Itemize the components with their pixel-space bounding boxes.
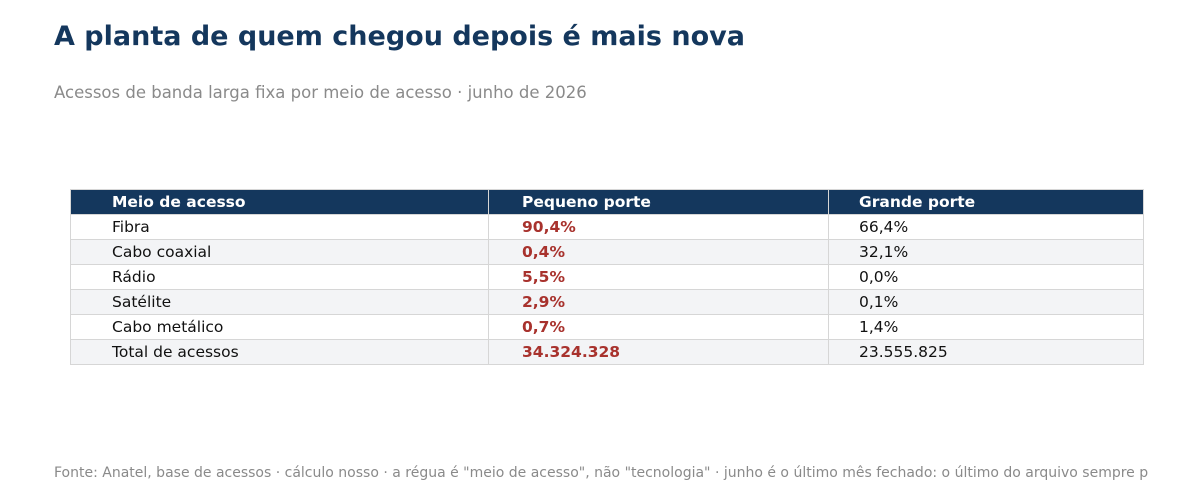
cell-pequeno-porte: 90,4% (488, 214, 829, 240)
cell-meio: Cabo coaxial (70, 239, 489, 265)
cell-pequeno-porte: 0,4% (488, 239, 829, 265)
source-note: Fonte: Anatel, base de acessos · cálculo… (54, 465, 1149, 481)
table-row: Rádio 5,5% 0,0% (70, 264, 1144, 290)
cell-grande-porte: 1,4% (828, 314, 1144, 340)
access-table-container: Meio de acesso Pequeno porte Grande port… (70, 189, 1144, 365)
cell-grande-porte: 0,0% (828, 264, 1144, 290)
table-header: Meio de acesso Pequeno porte Grande port… (70, 189, 1144, 215)
cell-grande-porte: 23.555.825 (828, 339, 1144, 365)
cell-pequeno-porte: 0,7% (488, 314, 829, 340)
column-header-meio-de-acesso: Meio de acesso (70, 189, 489, 215)
cell-meio: Satélite (70, 289, 489, 315)
cell-meio: Fibra (70, 214, 489, 240)
column-header-pequeno-porte: Pequeno porte (488, 189, 829, 215)
cell-pequeno-porte: 2,9% (488, 289, 829, 315)
table-row: Fibra 90,4% 66,4% (70, 214, 1144, 240)
table-row: Cabo coaxial 0,4% 32,1% (70, 239, 1144, 265)
table-row: Satélite 2,9% 0,1% (70, 289, 1144, 315)
cell-meio: Cabo metálico (70, 314, 489, 340)
table-row: Cabo metálico 0,7% 1,4% (70, 314, 1144, 340)
table-row-total: Total de acessos 34.324.328 23.555.825 (70, 339, 1144, 365)
cell-grande-porte: 0,1% (828, 289, 1144, 315)
header-row: Meio de acesso Pequeno porte Grande port… (70, 189, 1144, 215)
cell-grande-porte: 32,1% (828, 239, 1144, 265)
cell-meio: Rádio (70, 264, 489, 290)
cell-grande-porte: 66,4% (828, 214, 1144, 240)
access-table: Meio de acesso Pequeno porte Grande port… (70, 189, 1144, 365)
cell-meio: Total de acessos (70, 339, 489, 365)
cell-pequeno-porte: 5,5% (488, 264, 829, 290)
table-body: Fibra 90,4% 66,4% Cabo coaxial 0,4% 32,1… (70, 214, 1144, 365)
chart-title: A planta de quem chegou depois é mais no… (54, 21, 745, 52)
cell-pequeno-porte: 34.324.328 (488, 339, 829, 365)
chart-subtitle: Acessos de banda larga fixa por meio de … (54, 83, 587, 102)
column-header-grande-porte: Grande porte (828, 189, 1144, 215)
